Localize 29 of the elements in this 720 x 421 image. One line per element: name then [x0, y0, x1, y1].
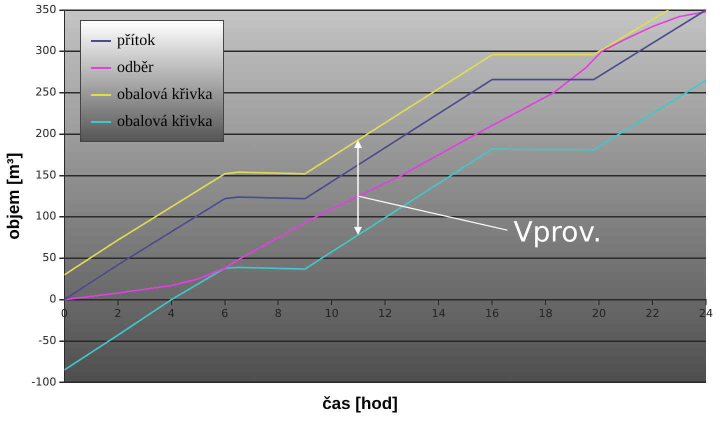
- y-tick-label: -50: [38, 334, 56, 347]
- x-tick-label: 18: [538, 307, 553, 320]
- y-tick-label: 300: [35, 44, 56, 58]
- y-tick-label: -100: [31, 375, 56, 388]
- x-tick-label: 24: [699, 307, 713, 320]
- x-tick-label: 14: [432, 307, 446, 320]
- x-tick-label: 6: [221, 307, 228, 320]
- x-axis-title: čas [hod]: [321, 394, 399, 414]
- y-tick-label: 250: [35, 86, 56, 99]
- x-tick-label: 10: [324, 307, 339, 320]
- y-tick-label: 200: [35, 126, 56, 140]
- legend-label: přítok: [117, 32, 156, 50]
- x-tick-label: 8: [274, 307, 282, 320]
- x-tick-label: 20: [592, 307, 606, 320]
- x-tick-label: 22: [646, 307, 660, 320]
- y-tick-label: 0: [49, 292, 56, 306]
- legend-label: odběr: [117, 58, 154, 76]
- y-tick-label: 50: [42, 251, 56, 264]
- x-tick-label: 12: [378, 307, 392, 320]
- y-axis-title: objem [m³]: [4, 152, 23, 240]
- x-tick-label: 2: [114, 307, 122, 320]
- y-tick-label: 350: [35, 2, 56, 16]
- y-tick-label: 150: [35, 168, 56, 182]
- y-tick-label: 100: [35, 210, 56, 223]
- legend-label: obalová křivka: [117, 112, 213, 130]
- legend-label: obalová křivka: [117, 86, 213, 104]
- x-tick-label: 4: [168, 307, 175, 320]
- x-tick-label: 16: [485, 307, 500, 320]
- annotation: Vprov.: [513, 215, 602, 248]
